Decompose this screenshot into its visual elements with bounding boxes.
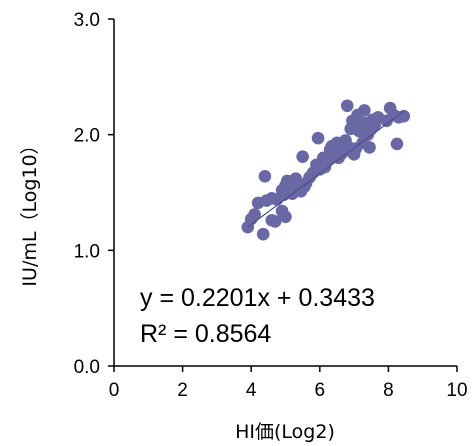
x-tick-label: 2 [177,380,188,401]
x-tick-label: 0 [109,380,120,401]
y-tick-label: 1.0 [74,241,100,262]
data-point [358,104,371,117]
data-point [390,137,404,151]
x-tick-label: 6 [315,380,326,401]
data-points [241,99,411,241]
x-tick-label: 4 [246,380,257,401]
data-point [279,210,292,224]
y-tick-label: 3.0 [74,10,100,31]
regression-equation: y = 0.2201x + 0.3433 [140,284,375,312]
data-point [340,99,354,113]
y-axis-label: IU/mL（Log10） [19,135,41,286]
y-tick-label: 0.0 [74,357,100,378]
r-squared-label: R² = 0.8564 [140,320,271,348]
y-tick-label: 2.0 [74,126,100,147]
x-tick-label: 10 [446,380,467,401]
data-point [363,141,376,154]
data-point [296,150,309,163]
data-point [256,227,270,241]
data-point [248,208,261,221]
x-tick-label: 8 [383,380,394,401]
x-axis-label: HI価(Log2) [235,421,335,443]
trendline [247,110,405,228]
data-point [311,131,325,145]
data-point [258,170,272,183]
data-point [268,215,282,228]
axis-ticks: 0 2 4 6 8 10 0.0 1.0 2.0 3.0 [74,10,468,401]
